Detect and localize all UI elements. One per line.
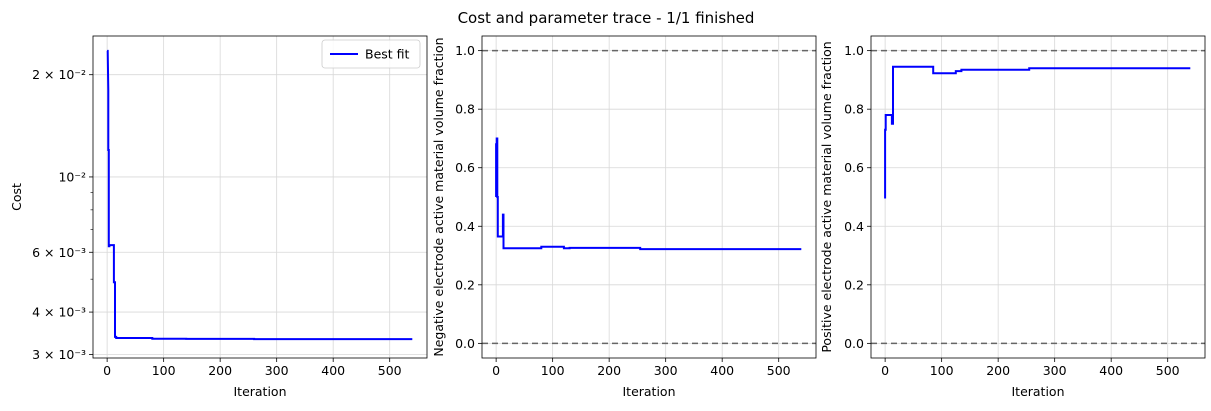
axes-frame xyxy=(870,35,1206,359)
x-tick-label: 400 xyxy=(1099,363,1123,378)
x-tick-label: 100 xyxy=(541,363,565,378)
x-axis-label: Iteration xyxy=(233,384,286,399)
y-axis-label: Cost xyxy=(9,183,24,211)
y-tick-label: 0.2 xyxy=(455,277,475,292)
y-tick-label: 4 × 10⁻³ xyxy=(32,305,86,320)
y-tick-label: 6 × 10⁻³ xyxy=(32,245,86,260)
x-tick-label: 400 xyxy=(710,363,734,378)
x-axis-label: Iteration xyxy=(622,384,675,399)
y-axis-label: Positive electrode active material volum… xyxy=(819,41,834,352)
legend-box xyxy=(321,39,421,69)
x-tick-label: 200 xyxy=(597,363,621,378)
x-tick-label: 100 xyxy=(930,363,954,378)
axes-frame xyxy=(92,35,428,359)
x-tick-label: 200 xyxy=(986,363,1010,378)
y-tick-label: 0.8 xyxy=(455,102,475,117)
y-tick-label: 1.0 xyxy=(844,43,864,58)
series-line xyxy=(495,137,802,251)
negative-electrode-panel: 0 100 200 300 400 500 0.0 0.2 0.4 0.6 0.8 1.0 Iterat… xyxy=(431,35,817,399)
y-tick-label: 0.4 xyxy=(844,219,864,234)
y-axis-label: Negative electrode active material volum… xyxy=(431,37,446,356)
y-tick-label: 0.2 xyxy=(844,277,864,292)
series-line xyxy=(884,65,1191,199)
x-tick-label: 500 xyxy=(1156,363,1180,378)
y-tick-label: 0.4 xyxy=(455,219,475,234)
x-tick-label: 100 xyxy=(152,363,176,378)
figure-title: Cost and parameter trace - 1/1 finished xyxy=(458,9,755,27)
x-tick-label: 0 xyxy=(103,363,111,378)
y-tick-label: 2 × 10⁻² xyxy=(32,67,86,82)
axes-frame xyxy=(481,35,817,359)
y-tick-label: 0.8 xyxy=(844,102,864,117)
x-tick-label: 300 xyxy=(265,363,289,378)
x-axis-label: Iteration xyxy=(1011,384,1064,399)
x-tick-label: 400 xyxy=(321,363,345,378)
series-line xyxy=(106,49,413,341)
positive-electrode-panel: 0 100 200 300 400 500 0.0 0.2 0.4 0.6 0.8 1.0 Iterat… xyxy=(819,35,1206,399)
cost-panel: 0 100 200 300 400 500 3 × 10⁻³ 4 × 10⁻³ 6 × 10⁻³… xyxy=(9,35,428,399)
x-tick-label: 500 xyxy=(767,363,791,378)
x-tick-label: 0 xyxy=(492,363,500,378)
x-tick-label: 300 xyxy=(654,363,678,378)
y-tick-label: 10⁻² xyxy=(58,169,86,184)
x-tick-label: 200 xyxy=(208,363,232,378)
x-tick-label: 300 xyxy=(1043,363,1067,378)
x-tick-label: 0 xyxy=(881,363,889,378)
y-tick-label: 0.0 xyxy=(455,336,475,351)
y-tick-label: 0.6 xyxy=(844,160,864,175)
y-tick-label: 1.0 xyxy=(455,43,475,58)
x-tick-label: 500 xyxy=(378,363,402,378)
y-tick-label: 0.6 xyxy=(455,160,475,175)
y-tick-label: 3 × 10⁻³ xyxy=(32,347,86,362)
y-tick-label: 0.0 xyxy=(844,336,864,351)
legend-entry: Best fit xyxy=(365,47,410,62)
